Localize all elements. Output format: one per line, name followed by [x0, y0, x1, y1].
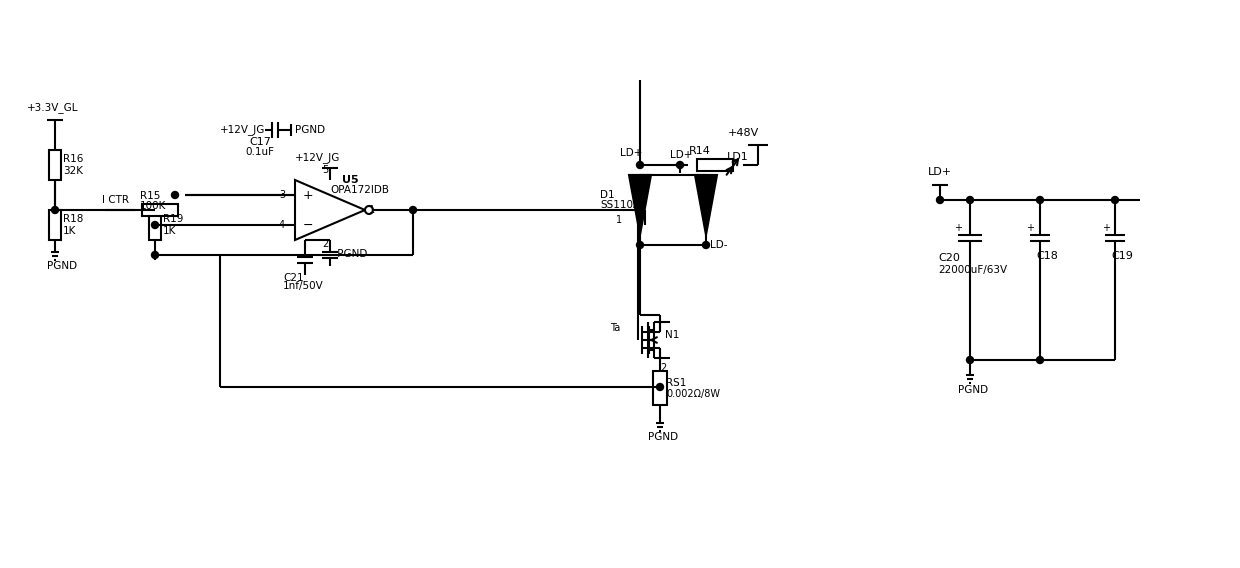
Text: PGND: PGND	[334, 249, 367, 259]
Text: PGND: PGND	[295, 125, 325, 135]
Circle shape	[966, 197, 973, 203]
Text: R18: R18	[63, 214, 83, 224]
Text: R15: R15	[140, 191, 160, 201]
Text: RS1: RS1	[666, 378, 687, 389]
Text: LD+: LD+	[928, 167, 952, 177]
Polygon shape	[629, 175, 651, 235]
Text: C18: C18	[1035, 251, 1058, 261]
Polygon shape	[694, 175, 717, 235]
Text: LD+: LD+	[620, 148, 642, 158]
Circle shape	[1037, 197, 1044, 203]
Text: +48V: +48V	[728, 128, 759, 138]
Text: PGND: PGND	[47, 261, 77, 271]
Text: 1: 1	[616, 215, 622, 225]
Circle shape	[365, 206, 373, 214]
Bar	[653, 370, 667, 404]
Text: D1: D1	[600, 190, 615, 200]
Text: R14: R14	[689, 146, 711, 156]
Text: 0.002Ω/8W: 0.002Ω/8W	[666, 389, 720, 399]
Circle shape	[52, 207, 58, 214]
Bar	[149, 210, 161, 240]
Text: LD1: LD1	[727, 152, 749, 162]
Text: C21: C21	[283, 273, 304, 283]
Circle shape	[636, 241, 644, 249]
Text: PGND: PGND	[649, 432, 678, 442]
Text: 4: 4	[279, 220, 285, 230]
Text: +3.3V_GL: +3.3V_GL	[27, 103, 78, 114]
Circle shape	[151, 222, 159, 228]
Text: 0.1uF: 0.1uF	[246, 147, 274, 157]
Circle shape	[151, 252, 159, 258]
Text: 1K: 1K	[162, 226, 176, 236]
Bar	[50, 150, 61, 180]
Text: Ta: Ta	[610, 323, 620, 333]
Text: +: +	[1102, 223, 1110, 233]
Text: 22000uF/63V: 22000uF/63V	[937, 265, 1007, 275]
Text: +12V_JG: +12V_JG	[295, 153, 340, 164]
Circle shape	[1037, 357, 1044, 364]
Polygon shape	[295, 180, 365, 240]
Text: +: +	[954, 223, 962, 233]
Bar	[50, 210, 61, 240]
Text: 1K: 1K	[63, 226, 77, 236]
Text: C20: C20	[937, 253, 960, 263]
Bar	[697, 159, 733, 171]
Circle shape	[171, 191, 179, 198]
Text: I CTR: I CTR	[102, 195, 129, 205]
Text: 2: 2	[322, 239, 329, 249]
Text: C19: C19	[1111, 251, 1133, 261]
Text: +: +	[1025, 223, 1034, 233]
Text: 2: 2	[660, 363, 666, 373]
Text: 1nf/50V: 1nf/50V	[283, 281, 324, 291]
Text: R19: R19	[162, 214, 184, 224]
Text: −: −	[303, 219, 314, 232]
Text: N1: N1	[665, 330, 680, 340]
Text: R16: R16	[63, 154, 83, 164]
Text: 32K: 32K	[63, 166, 83, 176]
Text: 3: 3	[279, 190, 285, 200]
Text: LD+: LD+	[670, 150, 692, 160]
Circle shape	[151, 207, 159, 214]
Text: U5: U5	[342, 175, 358, 185]
Text: 1: 1	[370, 205, 376, 215]
Text: +12V_JG: +12V_JG	[219, 124, 265, 135]
Circle shape	[1111, 197, 1118, 203]
Text: +: +	[303, 189, 314, 202]
Text: PGND: PGND	[959, 385, 988, 395]
Text: 5: 5	[322, 165, 329, 175]
Circle shape	[409, 207, 417, 214]
Text: 100K: 100K	[140, 201, 166, 211]
Text: SS110A: SS110A	[600, 200, 640, 210]
Circle shape	[703, 241, 709, 249]
Circle shape	[936, 197, 944, 203]
Circle shape	[677, 161, 683, 169]
Text: LD-: LD-	[711, 240, 728, 250]
Circle shape	[966, 357, 973, 364]
Text: C17: C17	[249, 137, 270, 147]
Text: OPA172IDB: OPA172IDB	[331, 185, 389, 195]
Bar	[143, 204, 179, 216]
Circle shape	[656, 383, 663, 391]
Circle shape	[636, 161, 644, 169]
